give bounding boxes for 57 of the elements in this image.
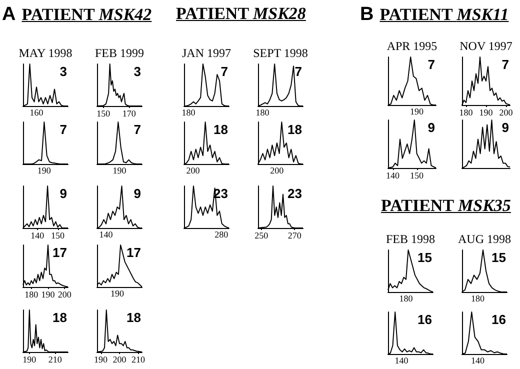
text: A <box>2 4 16 25</box>
x-tick-label: 180 <box>24 290 39 300</box>
x-tick-label: 190 <box>22 354 37 364</box>
annotation: 7 <box>134 122 142 137</box>
annotation: 18 <box>126 310 142 325</box>
text: 280 <box>214 230 229 240</box>
x-tick-label: 200 <box>499 108 514 118</box>
text: PATIENT MSK42 <box>22 5 152 24</box>
x-tick-label: 150 <box>410 170 424 180</box>
x-tick-label: 270 <box>288 230 302 240</box>
text: 160 <box>30 108 44 118</box>
annotation: 18 <box>52 310 68 325</box>
chart-title: NOV 1997 <box>460 39 512 53</box>
chart-title: FEB 1999 <box>94 46 144 60</box>
text: PATIENT MSK28 <box>176 4 306 23</box>
x-tick-label: 150 <box>96 108 111 118</box>
text: PATIENT MSK35 <box>381 196 511 215</box>
annotation: 15 <box>492 250 506 265</box>
x-tick-label: 180 <box>459 108 474 118</box>
annotation: 16 <box>418 312 432 327</box>
annotation: 15 <box>418 250 432 265</box>
annotation: 7 <box>60 122 68 137</box>
x-tick-label: 200 <box>58 290 72 300</box>
x-tick-label: 170 <box>122 108 136 118</box>
annotation: 7 <box>294 64 302 79</box>
annotation: 7 <box>220 64 228 79</box>
annotation: 23 <box>288 186 302 201</box>
annotation: 9 <box>134 186 142 201</box>
x-tick-label: 200 <box>112 354 127 364</box>
chart-title: JAN 1997 <box>182 46 232 60</box>
annotation: 7 <box>502 57 510 72</box>
annotation: 3 <box>134 64 142 79</box>
text: PATIENT MSK11 <box>380 5 509 24</box>
annotation: 3 <box>60 64 68 79</box>
annotation: 17 <box>126 245 142 260</box>
annotation: 9 <box>60 186 68 201</box>
x-tick-label: 210 <box>48 354 62 364</box>
chart-title: FEB 1998 <box>386 232 436 246</box>
annotation: 18 <box>288 122 302 137</box>
annotation: 17 <box>52 245 68 260</box>
annotation: 7 <box>428 57 436 72</box>
x-tick-label: 190 <box>94 354 108 364</box>
annotation: 16 <box>492 312 506 327</box>
x-tick-label: 190 <box>41 290 56 300</box>
x-tick-label: 250 <box>254 230 269 240</box>
chart-title: SEPT 1998 <box>253 46 308 60</box>
x-tick-label: 140 <box>30 230 45 240</box>
chart-title: AUG 1998 <box>458 232 511 246</box>
annotation: 18 <box>214 122 228 137</box>
text: B <box>360 4 374 25</box>
chart-title: APR 1995 <box>386 39 438 53</box>
x-tick-label: 150 <box>51 230 66 240</box>
annotation: 9 <box>502 120 510 135</box>
annotation: 9 <box>428 120 436 135</box>
x-tick-label: 210 <box>132 354 146 364</box>
chart-title: MAY 1998 <box>18 46 72 60</box>
x-tick-label: 190 <box>479 108 494 118</box>
